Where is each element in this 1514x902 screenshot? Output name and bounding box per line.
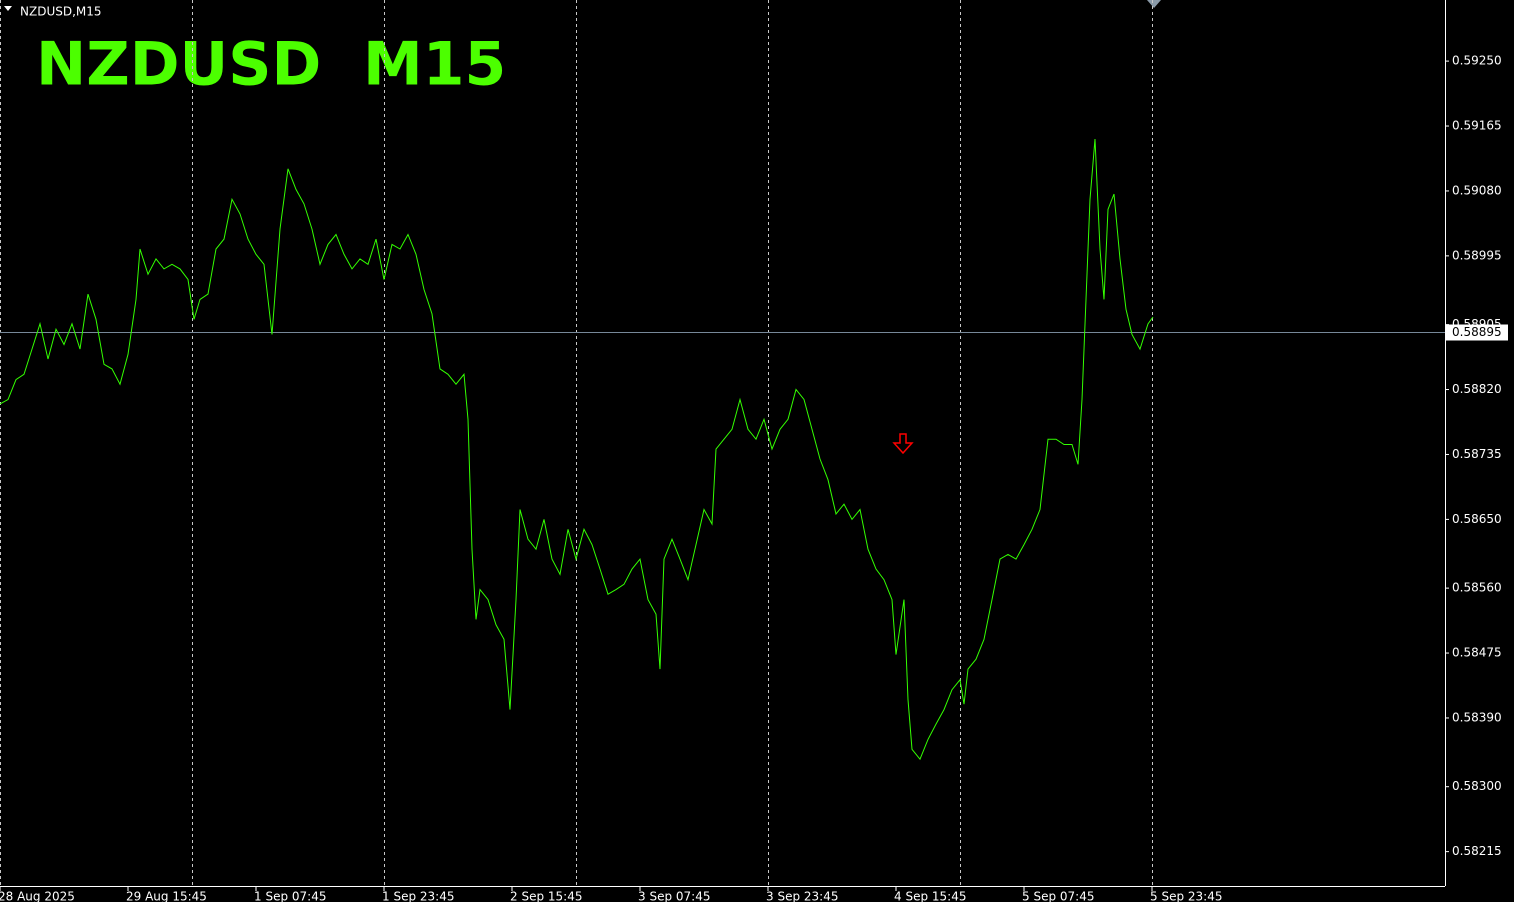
x-tick-label: 1 Sep 07:45: [254, 890, 326, 902]
symbol-label: NZDUSD,M15: [20, 5, 102, 19]
x-tick-label: 4 Sep 15:45: [894, 890, 966, 902]
y-tick-label: 0.58995: [1452, 248, 1502, 262]
x-tick-label: 28 Aug 2025: [0, 890, 75, 902]
price-series: [0, 138, 1154, 761]
x-tick-label: 2 Sep 15:45: [510, 890, 582, 902]
y-tick-label: 0.58735: [1452, 447, 1502, 461]
y-tick-label: 0.59250: [1452, 54, 1502, 68]
signal-arrow: [892, 433, 914, 455]
y-tick-label: 0.59080: [1452, 183, 1502, 197]
symbol-menu-icon[interactable]: [4, 6, 12, 11]
x-tick-label: 1 Sep 23:45: [382, 890, 454, 902]
y-tick-label: 0.58300: [1452, 779, 1502, 793]
y-tick-label: 0.58475: [1452, 646, 1502, 660]
y-tick-label: 0.58820: [1452, 382, 1502, 396]
x-tick-label: 29 Aug 15:45: [126, 890, 207, 902]
x-tick-label: 3 Sep 07:45: [638, 890, 710, 902]
y-tick-label: 0.58650: [1452, 512, 1502, 526]
price-label-box: [1446, 324, 1508, 341]
shift-marker[interactable]: [1147, 0, 1161, 8]
y-tick-label: 0.58390: [1452, 710, 1502, 724]
price-label: 0.58895: [1452, 325, 1502, 339]
x-tick-label: 5 Sep 07:45: [1022, 890, 1094, 902]
chart-title: NZDUSD M15: [36, 30, 506, 100]
y-tick-label: 0.58215: [1452, 844, 1502, 858]
y-tick-label: 0.59165: [1452, 119, 1502, 133]
y-tick-label: 0.58560: [1452, 581, 1502, 595]
x-tick-label: 3 Sep 23:45: [766, 890, 838, 902]
x-tick-label: 5 Sep 23:45: [1150, 890, 1222, 902]
